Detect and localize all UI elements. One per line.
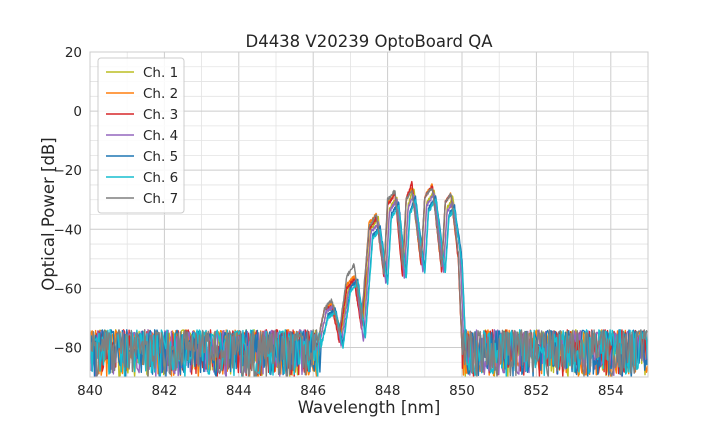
series-group [90, 180, 648, 377]
x-tick-label: 854 [598, 383, 624, 399]
y-tick-label: 0 [73, 104, 82, 120]
legend-entry: Ch. 3 [143, 107, 178, 123]
legend-entry: Ch. 2 [143, 86, 178, 102]
y-tick-label: 20 [65, 45, 82, 61]
x-axis-ticks: 840 842 844 846 848 850 852 854 [77, 383, 624, 399]
legend-entry: Ch. 4 [143, 128, 178, 144]
y-axis-label: Optical Power [dB] [39, 137, 58, 290]
legend: Ch. 1 Ch. 2 Ch. 3 Ch. 4 Ch. 5 Ch. 6 Ch. 7 [97, 57, 185, 214]
series-line-ch7 [90, 188, 648, 377]
legend-entry: Ch. 7 [143, 191, 178, 207]
legend-box [97, 57, 185, 214]
x-axis-label: Wavelength [nm] [298, 398, 441, 417]
y-axis-ticks: −80 −60 −40 −20 0 20 [54, 45, 83, 356]
x-tick-label: 840 [77, 383, 103, 399]
legend-entry: Ch. 1 [143, 65, 178, 81]
x-tick-label: 850 [449, 383, 475, 399]
x-tick-label: 852 [524, 383, 550, 399]
y-tick-label: −40 [54, 222, 83, 238]
y-tick-label: −60 [54, 281, 83, 297]
x-tick-label: 848 [375, 383, 401, 399]
y-tick-label: −20 [54, 163, 83, 179]
legend-entry: Ch. 5 [143, 149, 178, 165]
x-tick-label: 844 [226, 383, 252, 399]
x-tick-label: 846 [300, 383, 326, 399]
y-tick-label: −80 [54, 340, 83, 356]
series-layer [89, 51, 649, 378]
plot-frame [89, 51, 649, 378]
x-tick-label: 842 [152, 383, 178, 399]
chart-title: D4438 V20239 OptoBoard QA [245, 32, 493, 51]
legend-entry: Ch. 6 [143, 170, 178, 186]
